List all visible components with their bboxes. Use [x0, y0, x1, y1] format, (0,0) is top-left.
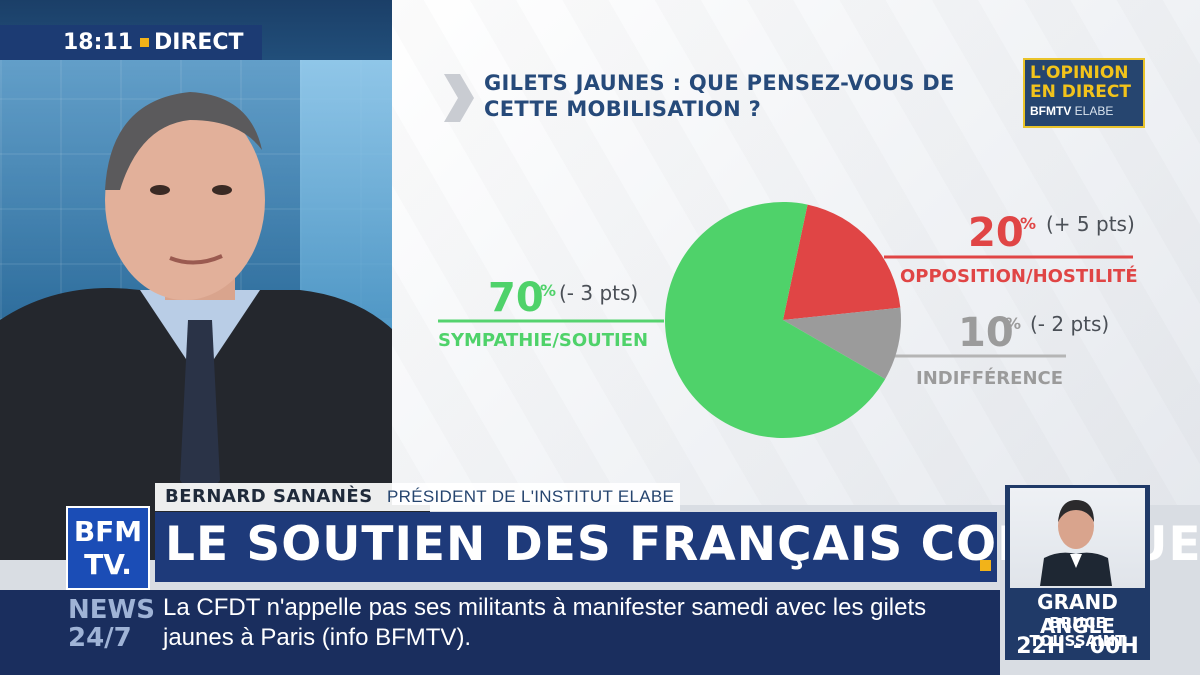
label-sympathie: SYMPATHIE/SOUTIEN: [438, 330, 649, 351]
label-opposition: OPPOSITION/HOSTILITÉ: [900, 266, 1138, 287]
ticker-text: La CFDT n'appelle pas ses militants à ma…: [163, 594, 927, 651]
guest-role: PRÉSIDENT DE L'INSTITUT ELABE: [387, 487, 675, 506]
logo-line-3: BFMTV ELABE: [1030, 104, 1138, 118]
label-indifference: INDIFFÉRENCE: [916, 368, 1064, 389]
pct-sign-indifference: %: [1005, 314, 1022, 333]
pct-sign-sympathie: %: [540, 281, 557, 300]
pie-slice-opposition: [783, 204, 901, 320]
pct-sympathie: 70: [488, 275, 544, 321]
logo-line-2: EN DIRECT: [1030, 82, 1131, 102]
promo-time: 22H - 00H: [1016, 634, 1139, 659]
bfmtv-logo: BFM TV.: [66, 506, 150, 590]
news-tag-line-1: NEWS: [68, 595, 155, 625]
logo-line-1: L'OPINION: [1030, 63, 1129, 83]
live-dot: [140, 38, 149, 47]
news-tag: NEWS 24/7: [68, 596, 155, 652]
chart-title: GILETS JAUNES : QUE PENSEZ-VOUS DE CETTE…: [484, 71, 955, 121]
live-label: DIRECT: [154, 30, 244, 55]
pie-slice-indifference: [783, 307, 901, 379]
live-bar: [0, 25, 262, 60]
change-indifference: (- 2 pts): [1030, 312, 1110, 336]
pct-indifference: 10: [958, 310, 1014, 356]
host-portrait: [1040, 500, 1112, 586]
clock-time: 18:11: [63, 30, 134, 55]
news-ticker: [0, 590, 1000, 675]
bfmtv-logo-line-2: TV.: [84, 548, 132, 581]
name-bar: [155, 483, 680, 511]
news-tag-line-2: 24/7: [68, 623, 132, 653]
bfmtv-logo-line-1: BFM: [73, 515, 143, 548]
promo-title: GRAND ANGLE: [1037, 590, 1118, 638]
promo-host: BRUCE TOUSSAINT: [1029, 614, 1126, 650]
change-sympathie: (- 3 pts): [559, 281, 639, 305]
headline-dot: [980, 560, 991, 571]
pct-sign-opposition: %: [1020, 214, 1037, 233]
pie-slice-sympathie: [664, 201, 886, 438]
presenter-image: [0, 92, 430, 560]
opinion-en-direct-logo: L'OPINION EN DIRECT BFMTV ELABE: [1023, 58, 1145, 128]
pct-opposition: 20: [968, 210, 1024, 256]
logo-bfmtv: BFMTV: [1030, 104, 1072, 118]
change-opposition: (+ 5 pts): [1046, 212, 1135, 236]
guest-name: BERNARD SANANÈS: [165, 486, 373, 507]
headline-bar: [155, 512, 997, 582]
chevron-right-icon: [444, 74, 474, 122]
logo-elabe: ELABE: [1074, 104, 1114, 118]
